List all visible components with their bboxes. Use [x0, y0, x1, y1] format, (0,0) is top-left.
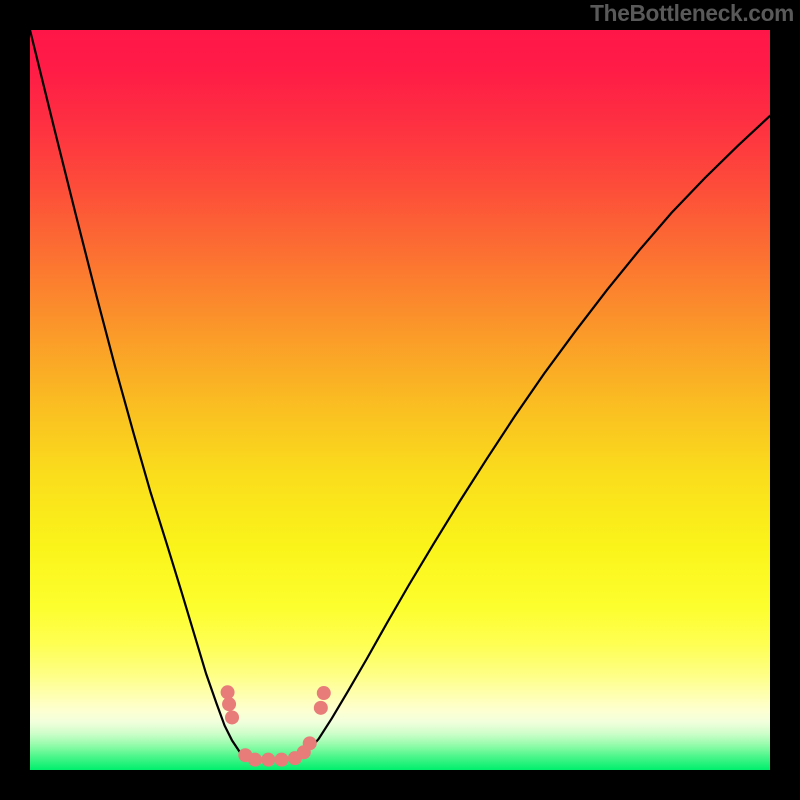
data-marker — [261, 753, 275, 767]
data-marker — [221, 685, 235, 699]
data-marker — [248, 753, 262, 767]
watermark-label: TheBottleneck.com — [590, 0, 794, 27]
data-marker — [275, 753, 289, 767]
chart-background — [30, 30, 770, 770]
data-marker — [222, 697, 236, 711]
data-marker — [225, 710, 239, 724]
chart-root: TheBottleneck.com — [0, 0, 800, 800]
data-marker — [314, 701, 328, 715]
chart-svg — [0, 0, 800, 800]
data-marker — [317, 686, 331, 700]
data-marker — [303, 736, 317, 750]
